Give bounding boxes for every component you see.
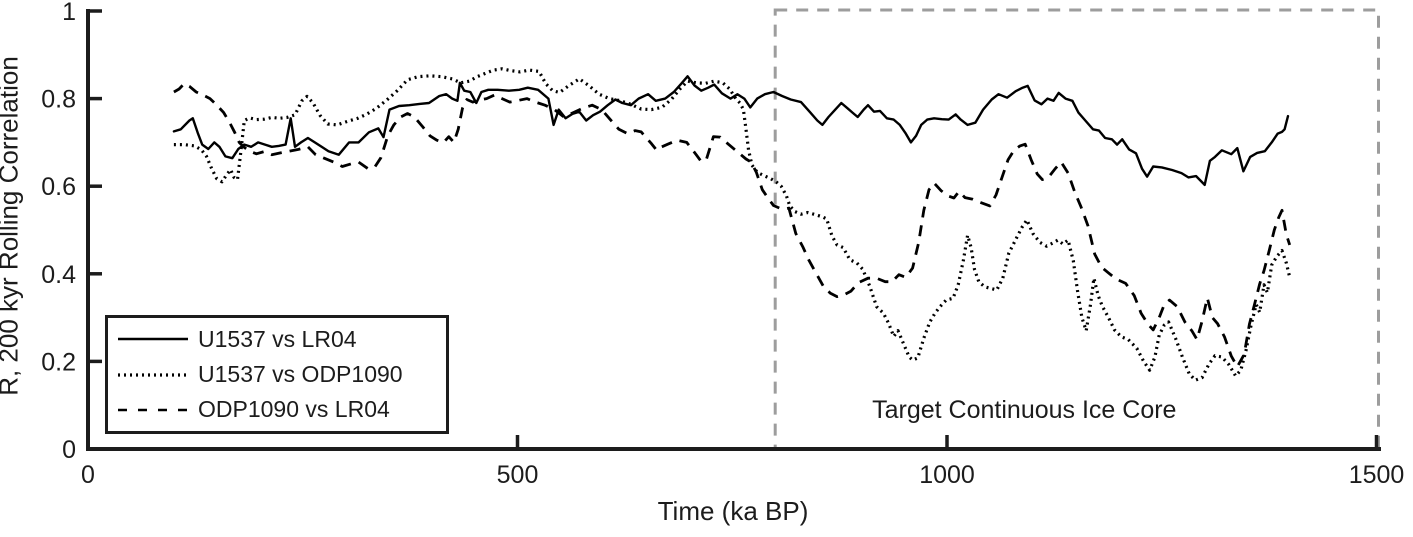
legend-label: ODP1090 vs LR04 [198,396,390,423]
series-line-odp1090-vs-lr04 [173,82,1292,369]
x-tick-label: 500 [497,461,539,489]
target-region-label: Target Continuous Ice Core [872,396,1176,424]
series-line-u1537-vs-odp1090 [173,67,1292,382]
legend-dashed-line-sample [118,408,188,411]
series-line-u1537-vs-lr04 [172,75,1290,187]
y-tick-label: 0 [62,436,76,464]
x-tick-label: 0 [81,461,95,489]
legend-row: U1537 vs ODP1090 [116,359,440,391]
legend-dotted-line-sample [118,372,188,377]
target-region-box [773,8,1380,451]
y-axis-label: R, 200 kyr Rolling Correlation [0,56,24,396]
x-tick-label: 1500 [1349,461,1405,489]
y-tick-label: 0.6 [41,173,76,201]
y-tick-label: 0.8 [41,86,76,114]
y-tick-label: 0.2 [41,348,76,376]
y-tick-label: 0.4 [41,261,76,289]
legend-row: ODP1090 vs LR04 [116,394,440,426]
y-tick-label: 1 [62,0,76,26]
x-axis-label: Time (ka BP) [657,496,809,526]
legend-label: U1537 vs ODP1090 [198,361,403,387]
legend-solid-line-sample [118,338,188,341]
axes-spines [86,9,1381,451]
legend-row: U1537 vs LR04 [116,323,440,355]
legend-label: U1537 vs LR04 [198,325,357,352]
x-tick-label: 1000 [919,461,975,489]
legend: U1537 vs LR04 U1537 vs ODP1090 ODP1090 vs … [105,315,449,434]
